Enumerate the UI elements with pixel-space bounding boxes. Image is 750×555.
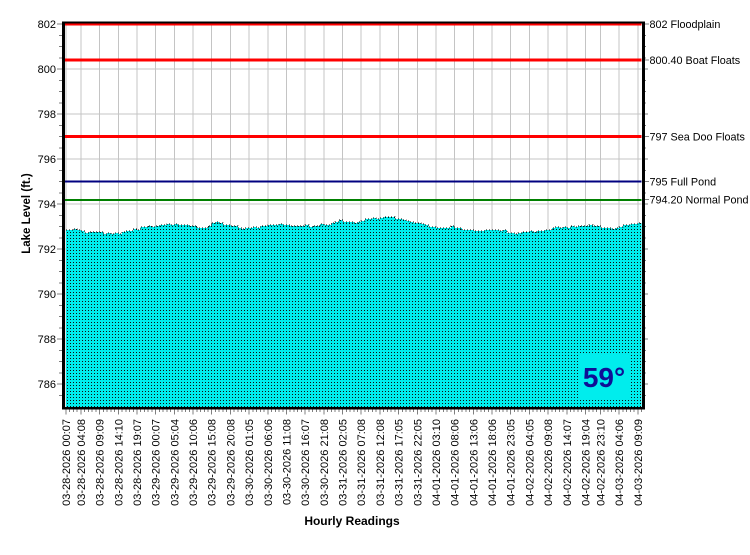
svg-text:03-31-2026 07:08: 03-31-2026 07:08 bbox=[356, 419, 368, 506]
svg-text:Hourly Readings: Hourly Readings bbox=[304, 514, 400, 528]
svg-text:03-31-2026 17:05: 03-31-2026 17:05 bbox=[394, 419, 406, 506]
svg-text:Lake Level (ft.): Lake Level (ft.) bbox=[21, 173, 33, 254]
svg-text:802: 802 bbox=[38, 19, 56, 31]
svg-text:03-29-2026 05:04: 03-29-2026 05:04 bbox=[169, 419, 181, 506]
svg-text:03-29-2026 20:08: 03-29-2026 20:08 bbox=[225, 419, 237, 506]
svg-text:04-02-2026 19:04: 04-02-2026 19:04 bbox=[580, 419, 592, 506]
svg-text:03-30-2026 06:06: 03-30-2026 06:06 bbox=[263, 419, 275, 506]
svg-text:04-02-2026 14:07: 04-02-2026 14:07 bbox=[562, 419, 574, 506]
svg-text:790: 790 bbox=[38, 289, 56, 301]
svg-text:04-01-2026 13:06: 04-01-2026 13:06 bbox=[468, 419, 480, 506]
svg-text:03-29-2026 10:06: 03-29-2026 10:06 bbox=[188, 419, 200, 506]
svg-text:04-01-2026 03:10: 04-01-2026 03:10 bbox=[431, 419, 443, 506]
svg-text:03-30-2026 21:08: 03-30-2026 21:08 bbox=[319, 419, 331, 506]
svg-text:03-31-2026 12:08: 03-31-2026 12:08 bbox=[375, 419, 387, 506]
svg-text:03-28-2026 14:10: 03-28-2026 14:10 bbox=[113, 419, 125, 506]
svg-text:04-03-2026 04:06: 04-03-2026 04:06 bbox=[614, 419, 626, 506]
svg-text:03-28-2026 00:07: 03-28-2026 00:07 bbox=[61, 419, 73, 506]
svg-text:03-28-2026 19:07: 03-28-2026 19:07 bbox=[132, 419, 144, 506]
svg-text:03-30-2026 16:07: 03-30-2026 16:07 bbox=[300, 419, 312, 506]
svg-text:04-02-2026 09:08: 04-02-2026 09:08 bbox=[543, 419, 555, 506]
svg-text:04-03-2026 09:09: 04-03-2026 09:09 bbox=[633, 419, 645, 506]
svg-text:04-02-2026 23:10: 04-02-2026 23:10 bbox=[595, 419, 607, 506]
svg-text:03-31-2026 22:05: 03-31-2026 22:05 bbox=[412, 419, 424, 506]
svg-text:788: 788 bbox=[38, 334, 56, 346]
svg-text:798: 798 bbox=[38, 109, 56, 121]
svg-text:800.40 Boat Floats: 800.40 Boat Floats bbox=[650, 55, 741, 67]
svg-text:797 Sea Doo Floats: 797 Sea Doo Floats bbox=[650, 132, 746, 144]
svg-text:800: 800 bbox=[38, 64, 56, 76]
svg-text:04-01-2026 18:06: 04-01-2026 18:06 bbox=[487, 419, 499, 506]
svg-text:786: 786 bbox=[38, 379, 56, 391]
svg-text:03-28-2026 09:09: 03-28-2026 09:09 bbox=[95, 419, 107, 506]
svg-text:802 Floodplain: 802 Floodplain bbox=[650, 19, 721, 31]
svg-text:59°: 59° bbox=[583, 362, 625, 393]
svg-text:04-02-2026 04:05: 04-02-2026 04:05 bbox=[524, 419, 536, 506]
svg-text:03-31-2026 02:05: 03-31-2026 02:05 bbox=[338, 419, 350, 506]
svg-text:03-28-2026 04:08: 03-28-2026 04:08 bbox=[76, 419, 88, 506]
svg-text:794: 794 bbox=[38, 199, 56, 211]
svg-text:792: 792 bbox=[38, 244, 56, 256]
svg-text:03-30-2026 01:05: 03-30-2026 01:05 bbox=[244, 419, 256, 506]
svg-text:794.20 Normal Pond: 794.20 Normal Pond bbox=[650, 195, 749, 207]
svg-text:795 Full Pond: 795 Full Pond bbox=[650, 177, 717, 189]
svg-text:04-01-2026 08:06: 04-01-2026 08:06 bbox=[450, 419, 462, 506]
svg-text:03-29-2026 15:08: 03-29-2026 15:08 bbox=[207, 419, 219, 506]
svg-text:03-29-2026 00:07: 03-29-2026 00:07 bbox=[151, 419, 163, 506]
svg-text:04-01-2026 23:05: 04-01-2026 23:05 bbox=[506, 419, 518, 506]
svg-text:03-30-2026 11:08: 03-30-2026 11:08 bbox=[281, 419, 293, 505]
svg-text:796: 796 bbox=[38, 154, 56, 166]
